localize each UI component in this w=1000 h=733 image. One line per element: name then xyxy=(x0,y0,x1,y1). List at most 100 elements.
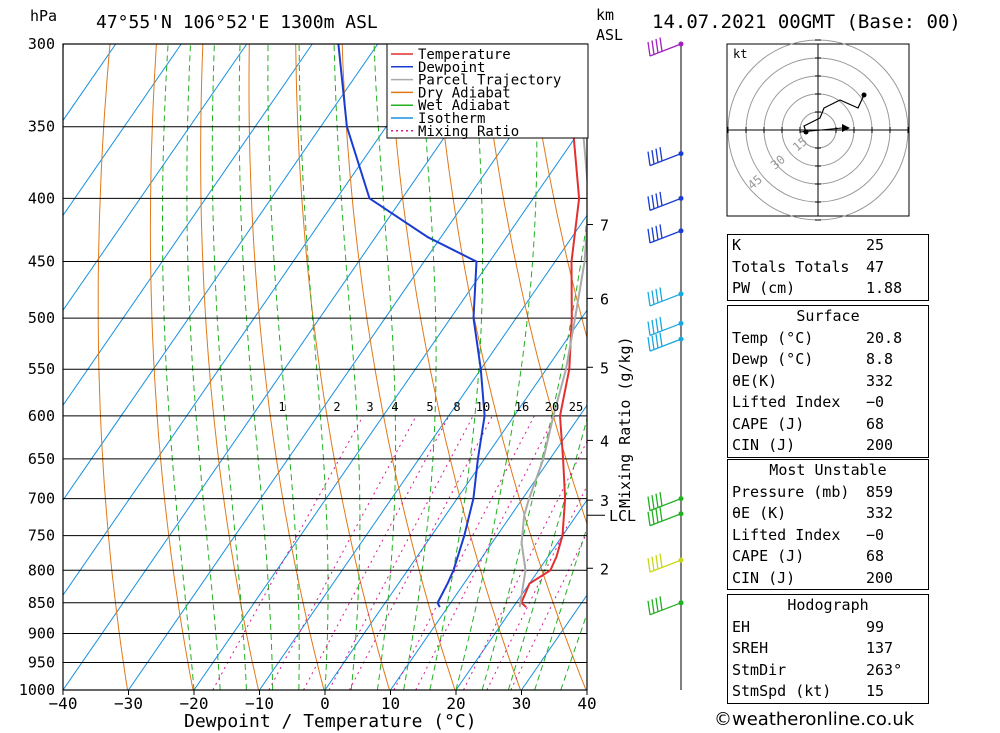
km-label: 7 xyxy=(600,217,609,235)
most-unstable-value: 332 xyxy=(866,504,894,522)
legend-entry: Temperature xyxy=(418,47,511,63)
most-unstable-label: Pressure (mb) xyxy=(732,482,850,501)
most-unstable-value: 859 xyxy=(866,482,894,501)
copyright-footer[interactable]: ©weatheronline.co.uk xyxy=(714,709,915,730)
x-tick-label: 30 xyxy=(512,694,531,713)
dry-adiabat-line xyxy=(295,44,390,690)
wet-adiabat-line xyxy=(267,44,300,690)
legend-entry: Isotherm xyxy=(418,111,485,127)
storm-motion-line xyxy=(799,127,843,133)
surface-value: 68 xyxy=(866,414,885,433)
pressure-tick-label: 700 xyxy=(28,490,55,508)
wet-adiabat-line xyxy=(298,44,329,690)
pressure-tick-label: 800 xyxy=(28,561,55,579)
dry-adiabat-line xyxy=(248,44,325,690)
wind-barb xyxy=(647,287,682,307)
storm-motion-arrow xyxy=(842,124,850,132)
hodograph-row: SREH 137 xyxy=(728,638,928,660)
index-value: 25 xyxy=(866,236,885,254)
legend-entry: Dry Adiabat xyxy=(418,85,511,101)
hodograph-label: StmDir xyxy=(732,660,787,679)
most-unstable-row: CIN (J) 200 xyxy=(728,568,928,590)
most-unstable-table: Most Unstable Pressure (mb) 859 θE (K) 332 L… xyxy=(727,459,929,590)
surface-table: Surface Temp (°C) 20.8 Dewp (°C) 8.8 θE(K) 33… xyxy=(727,305,929,458)
mixing-ratio-label: 2 xyxy=(333,400,340,414)
mixing-ratio-label: 4 xyxy=(391,400,398,414)
hodograph-value: 137 xyxy=(866,639,894,657)
wind-barb xyxy=(647,492,682,512)
wet-adiabat-line xyxy=(238,44,274,690)
surface-row: CAPE (J) 68 xyxy=(728,414,928,436)
surface-label: CIN (J) xyxy=(732,436,796,454)
legend-entry: Wet Adiabat xyxy=(418,98,511,114)
wind-barb xyxy=(647,332,682,352)
index-label: K xyxy=(732,236,742,254)
pressure-tick-label: 850 xyxy=(28,594,55,612)
hodograph-unit-label: kt xyxy=(733,47,747,61)
most-unstable-title: Most Unstable xyxy=(769,461,887,479)
mixing-ratio-label: 20 xyxy=(545,400,559,414)
isotherm-line xyxy=(193,119,587,690)
hodograph-value: 263° xyxy=(866,660,903,679)
surface-row: Temp (°C) 20.8 xyxy=(728,328,928,350)
mixing-ratio-line xyxy=(303,415,450,690)
hodograph-value: 99 xyxy=(866,617,885,636)
pressure-tick-label: 650 xyxy=(28,450,55,468)
most-unstable-label: CAPE (J) xyxy=(732,547,805,565)
datetime-label: 14.07.2021 00GMT (Base: 00) xyxy=(652,11,961,33)
hodograph-surface-dot xyxy=(803,129,809,135)
wind-barb xyxy=(647,147,682,167)
hpa-label: hPa xyxy=(30,7,57,25)
pressure-tick-label: 350 xyxy=(28,118,55,136)
most-unstable-label: Lifted Index xyxy=(732,525,841,544)
dry-adiabat-line xyxy=(946,44,1000,690)
wet-adiabat-line xyxy=(162,44,195,690)
isotherm-line xyxy=(63,44,313,407)
isotherm-line xyxy=(63,44,510,690)
surface-row: Lifted Index −0 xyxy=(728,392,928,414)
pressure-tick-label: 450 xyxy=(28,253,55,271)
wet-adiabat-line xyxy=(560,612,587,690)
surface-label: Dewp (°C) xyxy=(732,350,814,368)
index-label: PW (cm) xyxy=(732,279,796,297)
lcl-label: LCL xyxy=(609,507,636,525)
surface-label: CAPE (J) xyxy=(732,414,805,433)
surface-label: Temp (°C) xyxy=(732,328,814,347)
km-label: km xyxy=(596,6,614,24)
km-label: 3 xyxy=(600,492,609,510)
wet-adiabat-line xyxy=(429,44,484,690)
pressure-tick-label: 600 xyxy=(28,407,55,425)
parcel-trajectory-line xyxy=(518,44,587,608)
pressure-tick-label: 500 xyxy=(28,309,55,327)
pressure-tick-label: 950 xyxy=(28,653,55,671)
most-unstable-row: θE (K) 332 xyxy=(728,503,928,525)
wind-barb xyxy=(647,37,682,57)
most-unstable-row: Pressure (mb) 859 xyxy=(728,482,928,504)
isotherm-line xyxy=(128,44,575,690)
surface-row: θE(K) 332 xyxy=(728,371,928,393)
index-row: Totals Totals 47 xyxy=(728,257,928,279)
hodograph-table: Hodograph EH 99 SREH 137 StmDir 263° StmSpd (k… xyxy=(727,594,929,704)
hodograph-title: Hodograph xyxy=(787,596,869,614)
km-label: 4 xyxy=(600,432,609,450)
wind-barb xyxy=(647,191,682,211)
wet-adiabat-line xyxy=(481,215,587,690)
dewpoint-line xyxy=(337,44,486,608)
wind-barb xyxy=(647,316,682,337)
pressure-tick-label: 1000 xyxy=(19,681,55,699)
wind-barb xyxy=(647,553,682,573)
hodograph-label: SREH xyxy=(732,639,769,657)
most-unstable-value: 200 xyxy=(866,568,894,587)
dry-adiabat-line xyxy=(388,44,521,690)
most-unstable-label: θE (K) xyxy=(732,504,787,522)
surface-label: θE(K) xyxy=(732,371,778,390)
isotherm-line xyxy=(259,214,587,690)
legend-entry: Parcel Trajectory xyxy=(418,73,561,89)
index-label: Totals Totals xyxy=(732,257,850,276)
most-unstable-value: 68 xyxy=(866,547,885,565)
index-value: 47 xyxy=(866,257,885,276)
mixing-ratio-line xyxy=(268,415,417,690)
dry-adiabat-line xyxy=(992,44,1000,690)
hodograph-row: StmSpd (kt) 15 xyxy=(728,681,928,703)
